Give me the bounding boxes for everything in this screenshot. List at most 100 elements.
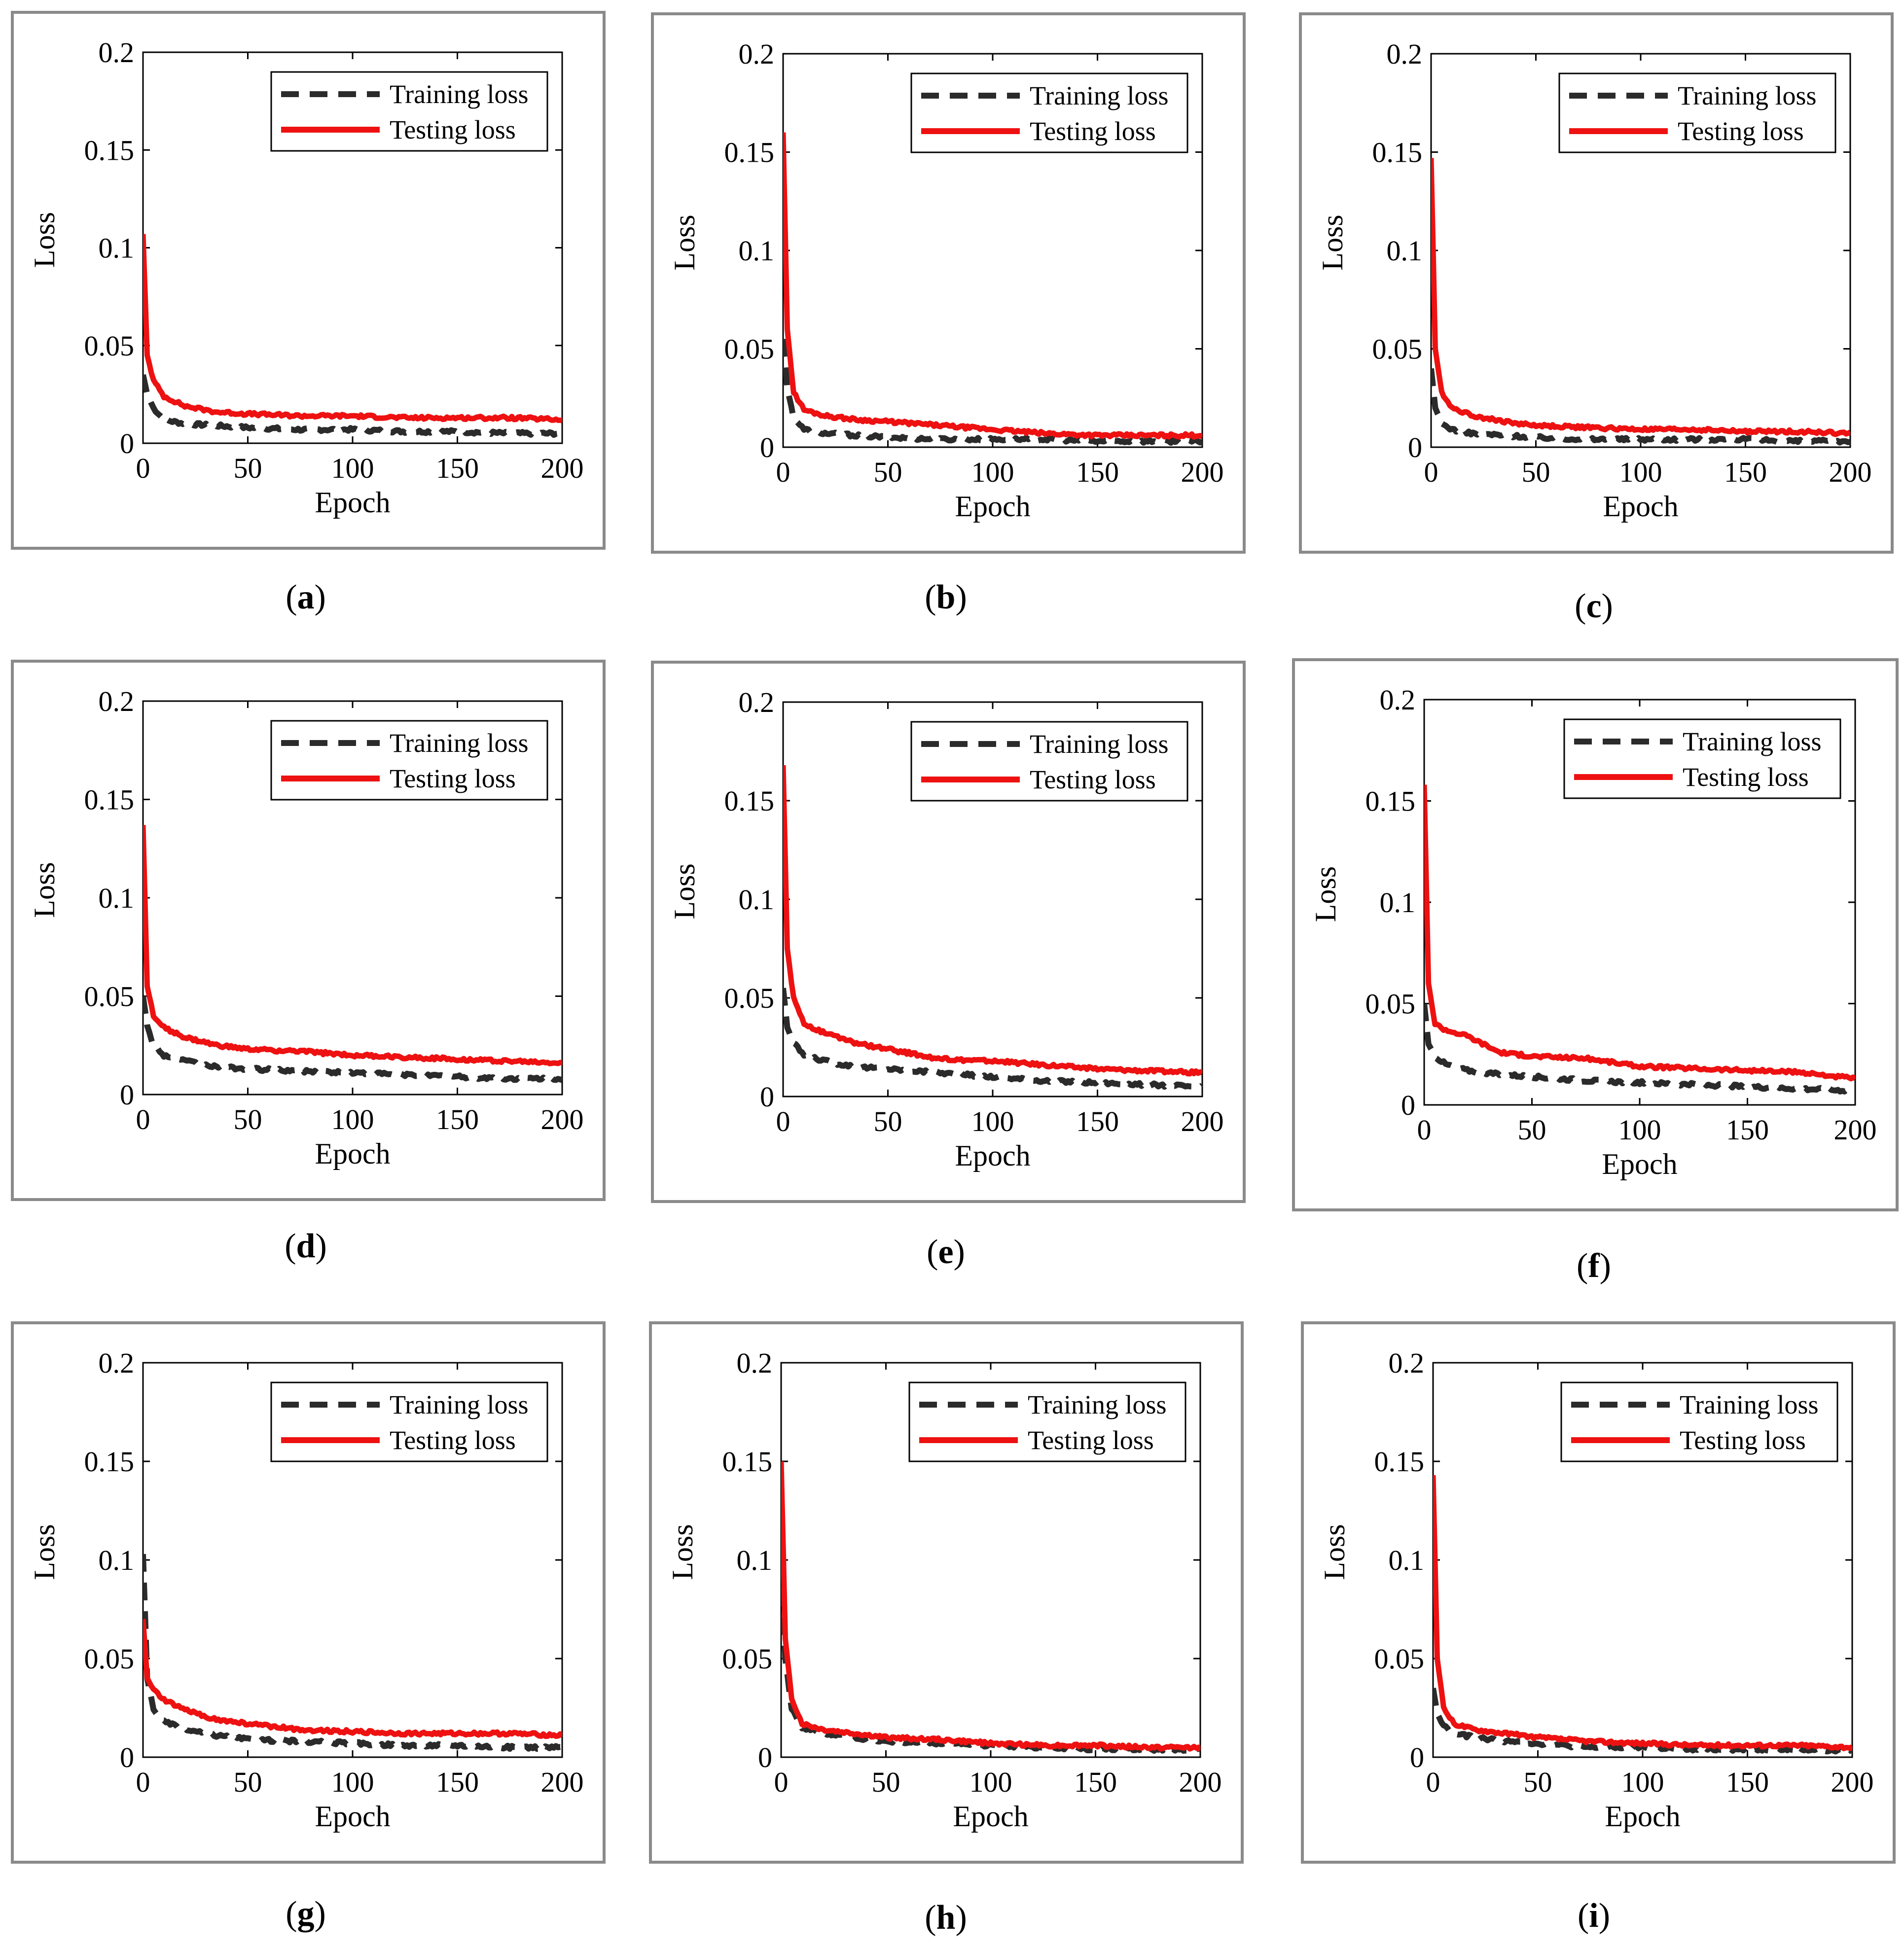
y-tick-label: 0 [758, 1741, 772, 1773]
y-tick-label: 0.15 [722, 1446, 773, 1478]
y-tick-label: 0.2 [1380, 684, 1416, 716]
y-tick-label: 0 [120, 1079, 134, 1111]
y-tick-label: 0.2 [1389, 1347, 1425, 1379]
y-tick-label: 0.15 [1374, 1446, 1425, 1478]
y-axis-label: Loss [1316, 214, 1349, 270]
chart-a: 0 50 100 150 200 0 0.05 0.1 0.15 0.2 Epoch Loss Trai… [28, 36, 584, 519]
x-tick-label: 200 [541, 1766, 584, 1798]
y-tick-label: 0 [1410, 1741, 1424, 1773]
x-tick-label: 50 [1518, 1114, 1546, 1146]
x-tick-label: 200 [541, 1103, 584, 1135]
x-tick-label: 150 [1076, 456, 1119, 488]
testing-loss-line [1431, 158, 1850, 437]
caption-a: (a) [286, 578, 326, 616]
training-loss-line [143, 374, 562, 438]
x-tick-label: 150 [436, 1103, 479, 1135]
y-tick-label: 0.05 [84, 1643, 135, 1675]
training-loss-line [783, 988, 1202, 1090]
y-tick-label: 0.1 [1380, 886, 1416, 919]
y-tick-label: 0 [760, 431, 774, 463]
y-tick-label: 0.1 [99, 1544, 135, 1576]
chart-panel-d: 0 50 100 150 200 0 0.05 0.1 0.15 0.2 Epoch Loss Trai… [11, 660, 606, 1201]
caption-i: (i) [1577, 1897, 1611, 1935]
x-tick-label: 50 [1524, 1766, 1552, 1798]
legend-box [1558, 72, 1836, 153]
y-tick-label: 0.05 [724, 982, 775, 1014]
y-tick-label: 0.1 [1389, 1544, 1425, 1576]
chart-panel-c: 0 50 100 150 200 0 0.05 0.1 0.15 0.2 Epoch Loss Trai… [1299, 12, 1894, 554]
training-loss-line [1433, 1688, 1852, 1756]
y-tick-label: 0.1 [739, 235, 775, 267]
legend-label: Training loss [1678, 81, 1817, 110]
caption-d: (d) [285, 1227, 327, 1265]
x-axis-label: Epoch [1603, 490, 1678, 523]
legend-label: Testing loss [1683, 762, 1809, 792]
x-axis-label: Epoch [955, 490, 1030, 523]
x-tick-label: 100 [331, 1766, 374, 1798]
y-axis-label: Loss [668, 214, 701, 270]
y-axis-label: Loss [28, 862, 61, 918]
x-axis-label: Epoch [315, 1137, 390, 1170]
testing-loss-line [143, 825, 562, 1066]
chart-c: 0 50 100 150 200 0 0.05 0.1 0.15 0.2 Epoch Loss Trai… [1316, 38, 1872, 523]
x-tick-label: 100 [1621, 1766, 1664, 1798]
legend-label: Testing loss [1680, 1425, 1806, 1455]
y-tick-label: 0.2 [739, 38, 775, 70]
caption-f: (f) [1577, 1247, 1611, 1285]
testing-loss-line [1424, 784, 1855, 1082]
x-tick-label: 200 [1829, 456, 1872, 488]
x-tick-label: 50 [234, 452, 262, 484]
y-tick-label: 0.15 [1365, 785, 1416, 817]
x-tick-label: 100 [971, 456, 1014, 488]
y-tick-label: 0 [120, 427, 134, 460]
x-tick-label: 150 [1724, 456, 1767, 488]
x-tick-label: 150 [1726, 1114, 1769, 1146]
x-tick-label: 150 [436, 1766, 479, 1798]
chart-panel-f: 0 50 100 150 200 0 0.05 0.1 0.15 0.2 Epoch Loss Trai… [1292, 658, 1899, 1211]
chart-i: 0 50 100 150 200 0 0.05 0.1 0.15 0.2 Epoch Loss Trai… [1318, 1347, 1874, 1833]
chart-b: 0 50 100 150 200 0 0.05 0.1 0.15 0.2 Epoch Loss Trai… [668, 38, 1224, 523]
y-tick-label: 0 [120, 1741, 134, 1773]
y-tick-label: 0.15 [1372, 137, 1423, 169]
legend-label: Testing loss [1678, 116, 1804, 146]
legend-label: Training loss [1028, 1390, 1167, 1419]
x-tick-label: 0 [776, 1105, 790, 1137]
y-tick-label: 0.05 [724, 333, 775, 365]
training-loss-line [143, 995, 562, 1084]
y-tick-label: 0.2 [1387, 38, 1423, 70]
legend-box [270, 1381, 548, 1462]
x-axis-label: Epoch [955, 1139, 1030, 1172]
testing-loss-line [143, 1619, 562, 1739]
x-tick-label: 150 [1726, 1766, 1769, 1798]
chart-h: 0 50 100 150 200 0 0.05 0.1 0.15 0.2 Epoch Loss Trai… [666, 1347, 1222, 1833]
caption-e: (e) [927, 1233, 965, 1271]
x-tick-label: 200 [1179, 1766, 1222, 1798]
chart-g: 0 50 100 150 200 0 0.05 0.1 0.15 0.2 Epoch Loss Trai… [28, 1347, 584, 1833]
y-tick-label: 0.05 [1374, 1643, 1425, 1675]
x-tick-label: 100 [1619, 456, 1662, 488]
y-axis-label: Loss [668, 863, 701, 919]
y-tick-label: 0.05 [84, 981, 135, 1013]
legend-box [1560, 1381, 1838, 1462]
x-tick-label: 0 [774, 1766, 789, 1798]
y-tick-label: 0.05 [84, 330, 135, 362]
legend-label: Testing loss [390, 115, 516, 144]
chart-panel-g: 0 50 100 150 200 0 0.05 0.1 0.15 0.2 Epoch Loss Trai… [11, 1321, 606, 1864]
x-tick-label: 100 [970, 1766, 1012, 1798]
x-tick-label: 200 [1831, 1766, 1874, 1798]
y-axis-label: Loss [28, 212, 61, 268]
legend-label: Training loss [1030, 729, 1169, 759]
y-tick-label: 0.05 [1365, 988, 1416, 1020]
x-tick-label: 50 [874, 456, 902, 488]
x-axis-label: Epoch [315, 1800, 390, 1833]
legend-label: Training loss [1680, 1390, 1819, 1419]
x-tick-label: 0 [1417, 1114, 1432, 1146]
x-tick-label: 200 [1181, 456, 1224, 488]
y-tick-label: 0.2 [737, 1347, 773, 1379]
legend-label: Training loss [390, 79, 529, 109]
y-tick-label: 0.2 [99, 36, 135, 69]
testing-loss-line [783, 132, 1202, 440]
y-axis-label: Loss [1309, 866, 1342, 922]
x-tick-label: 100 [1618, 1114, 1661, 1146]
x-tick-label: 100 [971, 1105, 1014, 1137]
